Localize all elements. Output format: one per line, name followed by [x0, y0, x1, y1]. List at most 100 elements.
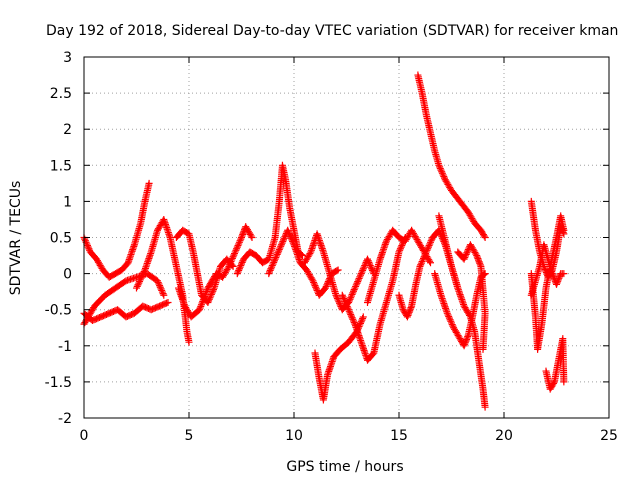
y-tick-label: 1 — [63, 194, 72, 210]
data-point — [356, 321, 364, 329]
data-point — [322, 284, 329, 292]
data-point — [81, 235, 89, 243]
data-point — [209, 287, 217, 295]
data-point — [286, 231, 294, 239]
data-point — [133, 282, 141, 290]
data-point — [422, 250, 430, 258]
data-point — [359, 313, 367, 321]
data-point — [323, 281, 331, 289]
data-point — [347, 312, 355, 320]
data-point — [136, 277, 144, 285]
data-point — [84, 242, 91, 250]
data-point — [160, 291, 168, 299]
data-point — [463, 249, 471, 257]
data-point — [224, 264, 232, 272]
data-point — [267, 265, 275, 273]
data-point — [205, 295, 213, 303]
data-point — [196, 306, 203, 314]
series-trace-12 — [364, 226, 434, 306]
data-point — [336, 301, 344, 309]
data-point — [196, 304, 204, 312]
data-point — [397, 243, 405, 251]
data-point — [396, 246, 404, 254]
data-point — [345, 307, 353, 315]
data-point — [238, 260, 245, 268]
series-trace-11 — [338, 234, 409, 364]
data-point — [285, 229, 293, 237]
data-point — [481, 403, 489, 411]
data-point — [210, 286, 217, 294]
data-point — [396, 245, 404, 253]
data-point — [231, 250, 238, 258]
data-point — [278, 239, 286, 247]
data-point — [436, 163, 444, 171]
data-point — [462, 250, 470, 258]
data-point — [84, 243, 92, 251]
data-point — [201, 291, 209, 299]
data-point — [358, 268, 366, 276]
data-point — [359, 315, 367, 323]
y-tick-label: -1.5 — [45, 375, 72, 391]
data-point — [340, 294, 348, 302]
data-point — [366, 262, 374, 270]
series-trace-7 — [233, 161, 306, 278]
data-point — [154, 277, 161, 285]
data-point — [287, 233, 294, 241]
data-point — [155, 280, 163, 288]
data-point — [269, 260, 277, 268]
data-point — [207, 292, 215, 300]
data-point — [427, 259, 434, 267]
data-point — [333, 293, 341, 301]
data-point — [284, 226, 292, 234]
series-trace-21 — [542, 335, 568, 393]
data-point — [157, 285, 165, 293]
data-point — [417, 261, 425, 269]
data-point — [235, 266, 243, 274]
data-point — [350, 317, 357, 325]
data-point — [417, 259, 425, 267]
data-point — [398, 242, 406, 250]
series-trace-14 — [414, 71, 489, 241]
data-point — [349, 315, 357, 323]
data-point — [448, 319, 455, 327]
data-point — [234, 242, 242, 250]
y-tick-label: 2.5 — [50, 86, 72, 102]
axis-ticks: 0 5 10 15 20 25 -2 -1.5 -1 -0.5 0 0.5 1 1.5 2 2.5 3 — [45, 50, 618, 444]
series-trace-2 — [80, 298, 172, 325]
data-point — [334, 296, 342, 304]
data-point — [359, 265, 367, 273]
data-point — [207, 290, 215, 298]
data-point — [277, 242, 285, 250]
grid-lines — [84, 57, 609, 418]
data-point — [350, 287, 357, 295]
data-point — [423, 246, 431, 254]
data-point — [343, 301, 350, 309]
data-point — [419, 256, 427, 264]
data-point — [357, 318, 365, 326]
data-point — [271, 255, 279, 263]
data-point — [227, 258, 235, 266]
data-point — [343, 302, 351, 310]
data-point — [229, 253, 237, 261]
data-point — [164, 298, 172, 306]
data-point — [158, 288, 166, 296]
data-point — [266, 266, 274, 274]
data-points — [80, 71, 568, 411]
y-tick-label: 1.5 — [50, 158, 72, 174]
data-point — [440, 173, 448, 181]
data-point — [426, 240, 434, 248]
data-point — [145, 179, 153, 187]
data-point — [364, 255, 371, 263]
data-point — [288, 236, 296, 244]
data-point — [420, 253, 428, 261]
data-point — [312, 285, 320, 293]
data-point — [439, 171, 447, 179]
data-point — [421, 251, 429, 259]
data-point — [236, 237, 244, 245]
series-trace-16 — [435, 212, 489, 411]
data-point — [203, 287, 211, 295]
data-point — [163, 299, 171, 307]
data-point — [354, 278, 362, 286]
plot-border — [83, 56, 610, 419]
data-point — [358, 316, 366, 324]
